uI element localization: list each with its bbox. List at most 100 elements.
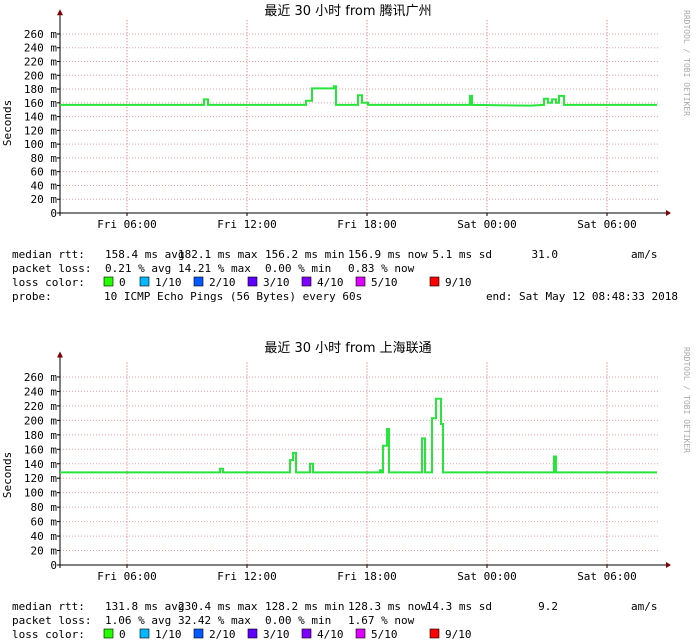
legend-text: 0 xyxy=(119,628,126,641)
stat-text: 128.2 ms min xyxy=(265,600,344,613)
y-tick-label: 160 m xyxy=(24,97,57,110)
x-axis-arrow xyxy=(666,562,671,568)
legend-swatch xyxy=(429,276,440,287)
y-tick-label: 160 m xyxy=(24,443,57,456)
legend-text: 5/10 xyxy=(371,276,398,289)
x-tick-label: Sat 06:00 xyxy=(577,218,637,231)
legend-text: 9/10 xyxy=(445,628,472,641)
rtt-line xyxy=(60,85,657,107)
probe-label: probe: xyxy=(12,290,52,303)
y-tick-label: 140 m xyxy=(24,458,57,471)
x-tick-label: Sat 00:00 xyxy=(457,570,517,583)
legend-text: 1/10 xyxy=(155,276,182,289)
y-axis-arrow xyxy=(57,351,63,358)
y-axis-arrow xyxy=(57,9,63,16)
y-tick-label: 80 m xyxy=(31,501,58,514)
legend-text: 3/10 xyxy=(263,628,290,641)
stat-text: packet loss: xyxy=(12,262,91,275)
stat-text: median rtt: xyxy=(12,248,85,261)
stat-text: 0.83 % now xyxy=(348,262,415,275)
stat-text: 0.21 % avg xyxy=(105,262,171,275)
y-tick-label: 100 m xyxy=(24,138,57,151)
stat-text: 156.2 ms min xyxy=(265,248,344,261)
watermark: RRDTOOL / TOBI OETIKER xyxy=(682,10,691,116)
legend-swatch xyxy=(139,628,150,639)
y-tick-label: 80 m xyxy=(31,152,58,165)
y-tick-label: 120 m xyxy=(24,124,57,137)
legend-swatch xyxy=(139,276,150,287)
legend-text: 4/10 xyxy=(317,276,344,289)
legend-label: loss color: xyxy=(12,628,85,641)
stat-text: 9.2 xyxy=(538,600,558,613)
y-tick-label: 120 m xyxy=(24,472,57,485)
y-tick-label: 0 xyxy=(50,207,57,220)
y-tick-label: 220 m xyxy=(24,56,57,69)
watermark: RRDTOOL / TOBI OETIKER xyxy=(682,347,691,453)
stat-text: 230.4 ms max xyxy=(178,600,258,613)
y-tick-label: 60 m xyxy=(31,516,58,529)
stat-text: 131.8 ms avg xyxy=(105,600,184,613)
y-tick-label: 20 m xyxy=(31,545,58,558)
rtt-line xyxy=(60,397,657,474)
stat-text: 1.67 % now xyxy=(348,614,415,627)
stat-text: 14.3 ms sd xyxy=(426,600,492,613)
probe-text: 10 ICMP Echo Pings (56 Bytes) every 60s xyxy=(104,290,362,303)
legend-swatch xyxy=(193,628,204,639)
x-tick-label: Fri 06:00 xyxy=(97,218,157,231)
legend-swatch xyxy=(355,628,366,639)
y-axis-label: Seconds xyxy=(1,100,14,146)
legend-swatch xyxy=(247,628,258,639)
legend-swatch xyxy=(103,276,114,287)
x-axis-arrow xyxy=(666,210,671,216)
legend-text: 5/10 xyxy=(371,628,398,641)
legend-label: loss color: xyxy=(12,276,85,289)
y-axis-label: Seconds xyxy=(1,452,14,498)
x-tick-label: Fri 18:00 xyxy=(337,570,397,583)
y-tick-label: 240 m xyxy=(24,385,57,398)
stat-text: am/s xyxy=(631,600,658,613)
y-tick-label: 100 m xyxy=(24,487,57,500)
legend-text: 0 xyxy=(119,276,126,289)
y-tick-label: 20 m xyxy=(31,193,58,206)
stat-text: 14.21 % max xyxy=(178,262,251,275)
chart-title: 最近 30 小时 from 腾讯广州 xyxy=(264,3,431,19)
x-tick-label: Fri 06:00 xyxy=(97,570,157,583)
legend-text: 2/10 xyxy=(209,276,236,289)
x-tick-label: Sat 06:00 xyxy=(577,570,637,583)
stat-text: 158.4 ms avg xyxy=(105,248,184,261)
y-tick-label: 140 m xyxy=(24,111,57,124)
end-time: end: Sat May 12 08:48:33 2018 xyxy=(486,290,678,303)
stat-text: 31.0 xyxy=(532,248,559,261)
y-tick-label: 220 m xyxy=(24,400,57,413)
x-tick-label: Fri 12:00 xyxy=(217,570,277,583)
y-tick-label: 200 m xyxy=(24,414,57,427)
legend-text: 4/10 xyxy=(317,628,344,641)
y-tick-label: 240 m xyxy=(24,42,57,55)
legend-text: 2/10 xyxy=(209,628,236,641)
stat-text: median rtt: xyxy=(12,600,85,613)
stat-text: 156.9 ms now xyxy=(348,248,428,261)
y-tick-label: 40 m xyxy=(31,179,58,192)
x-tick-label: Fri 18:00 xyxy=(337,218,397,231)
x-tick-label: Fri 12:00 xyxy=(217,218,277,231)
legend-text: 1/10 xyxy=(155,628,182,641)
legend-text: 3/10 xyxy=(263,276,290,289)
stat-text: 182.1 ms max xyxy=(178,248,258,261)
stat-text: 1.06 % avg xyxy=(105,614,171,627)
chart-title: 最近 30 小时 from 上海联通 xyxy=(264,341,431,356)
legend-swatch xyxy=(301,276,312,287)
legend-swatch xyxy=(429,628,440,639)
y-tick-label: 40 m xyxy=(31,530,58,543)
legend-swatch xyxy=(193,276,204,287)
legend-swatch xyxy=(301,628,312,639)
stat-text: 0.00 % min xyxy=(265,262,331,275)
y-tick-label: 180 m xyxy=(24,83,57,96)
y-tick-label: 180 m xyxy=(24,429,57,442)
stat-text: am/s xyxy=(631,248,658,261)
y-tick-label: 60 m xyxy=(31,166,58,179)
stat-text: 0.00 % min xyxy=(265,614,331,627)
x-tick-label: Sat 00:00 xyxy=(457,218,517,231)
y-tick-label: 260 m xyxy=(24,28,57,41)
y-tick-label: 0 xyxy=(50,559,57,572)
